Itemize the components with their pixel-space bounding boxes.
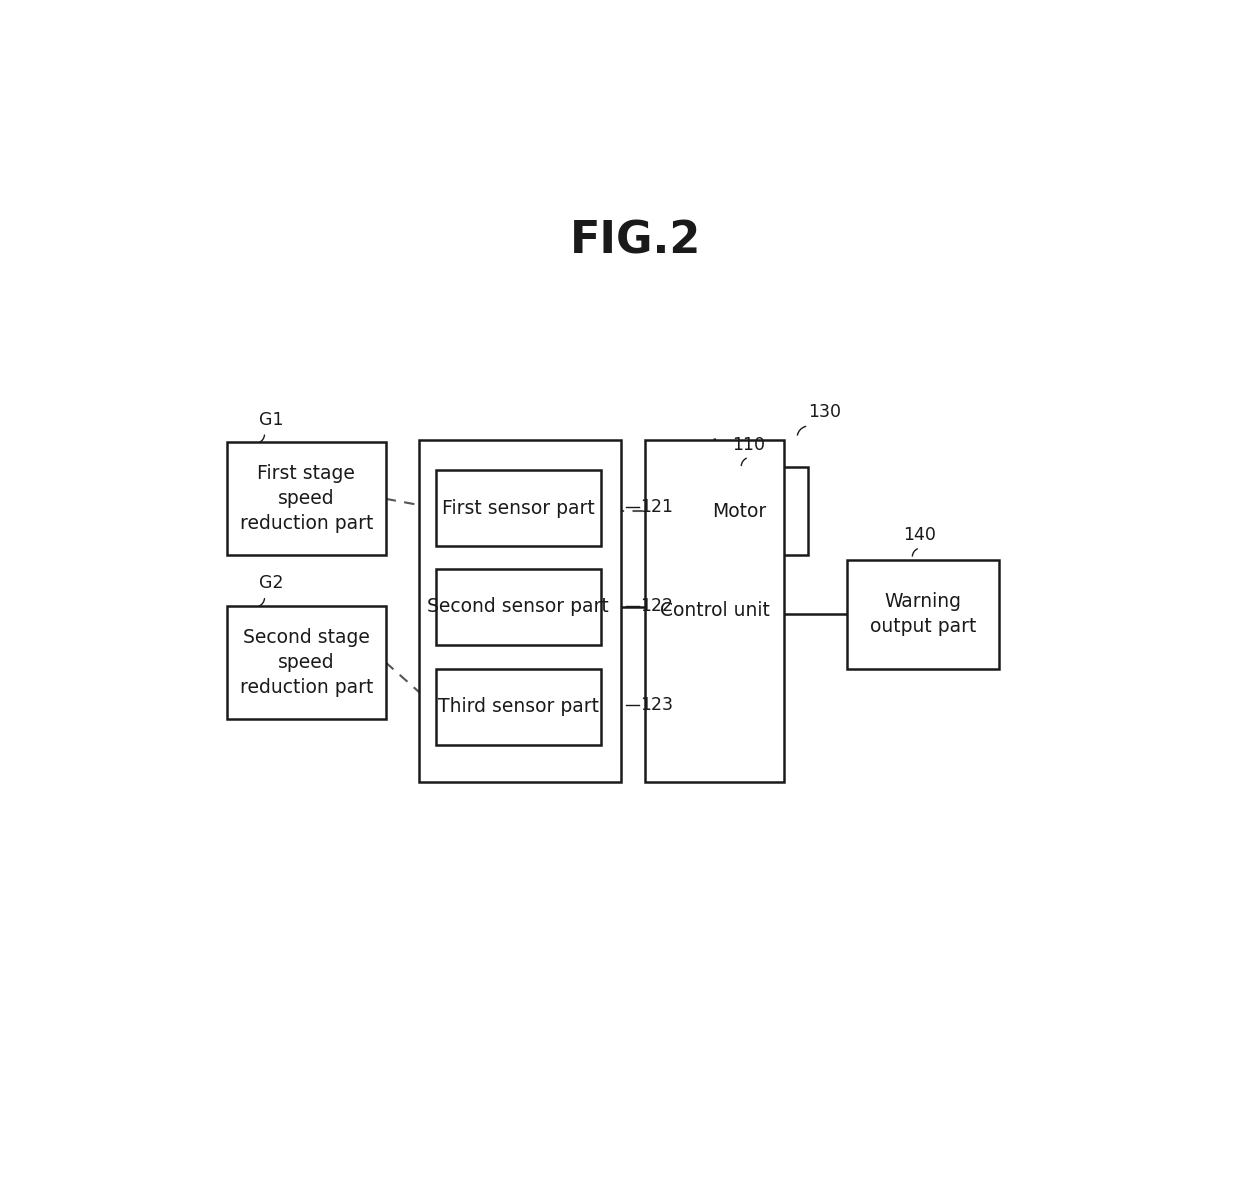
- Text: G2: G2: [259, 574, 283, 592]
- Bar: [227, 606, 386, 719]
- Bar: [419, 439, 621, 781]
- Text: 140: 140: [904, 526, 936, 544]
- Text: Second stage
speed
reduction part: Second stage speed reduction part: [239, 628, 373, 697]
- Bar: [645, 439, 785, 781]
- Text: 121: 121: [640, 498, 673, 516]
- Bar: [435, 470, 601, 546]
- Text: FIG.2: FIG.2: [570, 220, 701, 263]
- Bar: [435, 569, 601, 644]
- Bar: [227, 443, 386, 556]
- Text: Motor: Motor: [712, 502, 766, 521]
- Text: Third sensor part: Third sensor part: [438, 697, 599, 716]
- Text: Control unit: Control unit: [660, 601, 770, 620]
- Bar: [670, 467, 808, 556]
- Text: 110: 110: [733, 436, 765, 454]
- Text: 122: 122: [640, 596, 673, 614]
- Text: Second sensor part: Second sensor part: [428, 598, 609, 617]
- Text: 123: 123: [640, 696, 673, 714]
- Text: First sensor part: First sensor part: [441, 498, 595, 517]
- Bar: [847, 559, 998, 668]
- Text: Warning
output part: Warning output part: [869, 593, 976, 636]
- Text: First stage
speed
reduction part: First stage speed reduction part: [239, 464, 373, 533]
- Text: G1: G1: [259, 410, 283, 428]
- Text: 130: 130: [808, 403, 842, 421]
- Bar: [435, 668, 601, 744]
